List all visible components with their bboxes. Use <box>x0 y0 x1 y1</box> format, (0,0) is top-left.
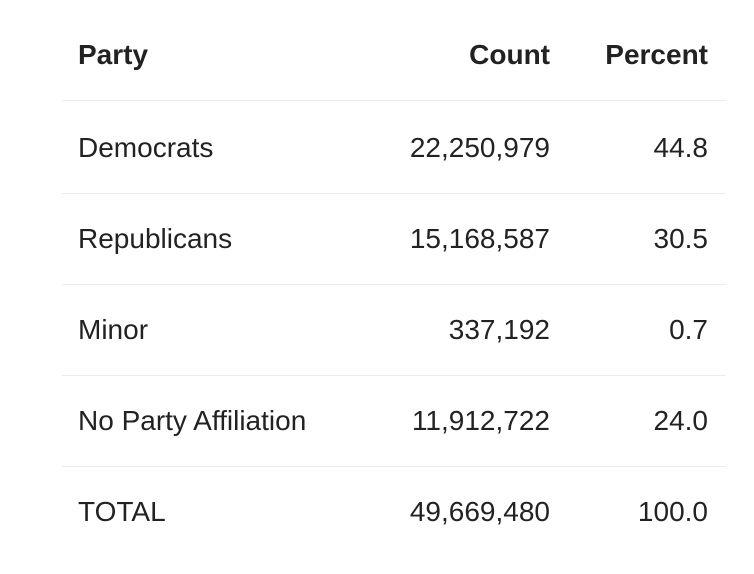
table-cell: Democrats <box>78 132 214 163</box>
row-divider <box>62 375 726 376</box>
table-cell: Republicans <box>78 223 233 254</box>
table-cell: 11,912,722 <box>411 405 550 436</box>
row-divider <box>62 284 726 285</box>
row-divider <box>62 193 726 194</box>
table-cell: 49,669,480 <box>409 496 550 527</box>
table-cell: Minor <box>78 314 149 345</box>
table-cell: 24.0 <box>653 405 709 436</box>
table-cell: 337,192 <box>448 314 550 345</box>
header-cell: Percent <box>605 39 708 70</box>
table-cell: 15,168,587 <box>409 223 550 254</box>
table-cell: 22,250,979 <box>409 132 550 163</box>
table-cell: 100.0 <box>637 496 708 527</box>
row-divider <box>62 466 726 467</box>
table-cell: 0.7 <box>669 314 708 345</box>
row-divider <box>62 100 726 101</box>
header-cell: Party <box>78 39 149 70</box>
table-cell: TOTAL <box>78 496 166 527</box>
table-cell: No Party Affiliation <box>78 405 307 436</box>
table-cell: 30.5 <box>653 223 709 254</box>
header-cell: Count <box>469 39 550 70</box>
table-cell: 44.8 <box>653 132 709 163</box>
